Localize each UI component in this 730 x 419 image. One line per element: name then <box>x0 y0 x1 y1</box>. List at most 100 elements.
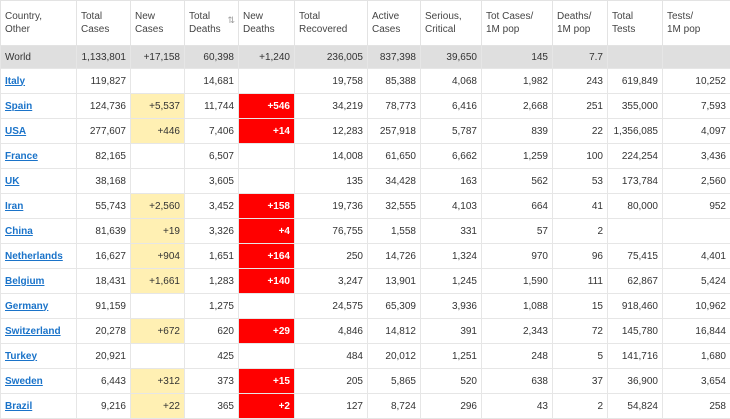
cell-country: Brazil <box>1 394 77 419</box>
cell-total-tests: 1,356,085 <box>608 119 663 144</box>
cell-country: Spain <box>1 94 77 119</box>
cell-tot-cases-1m-pop: 1,088 <box>482 294 553 319</box>
cell-serious-critical: 163 <box>421 169 482 194</box>
country-link[interactable]: Switzerland <box>5 326 61 337</box>
cell-deaths-1m-pop: 96 <box>553 244 608 269</box>
column-header-label: Critical <box>425 24 456 35</box>
cell-country: China <box>1 219 77 244</box>
cell-serious-critical: 1,251 <box>421 344 482 369</box>
cell-deaths-1m-pop: 37 <box>553 369 608 394</box>
cell-tests-1m-pop: 4,097 <box>663 119 730 144</box>
column-header-label: 1M pop <box>667 24 700 35</box>
cell-tot-cases-1m-pop: 839 <box>482 119 553 144</box>
country-link[interactable]: Sweden <box>5 376 43 387</box>
cell-serious-critical: 39,650 <box>421 46 482 69</box>
cell-new-deaths <box>239 169 295 194</box>
cell-total-deaths: 6,507 <box>185 144 239 169</box>
country-link[interactable]: Belgium <box>5 276 44 287</box>
cell-new-cases: +904 <box>131 244 185 269</box>
cell-total-recovered: 19,758 <box>295 69 368 94</box>
cell-total-tests: 54,824 <box>608 394 663 419</box>
cell-total-tests: 75,415 <box>608 244 663 269</box>
country-link[interactable]: Turkey <box>5 351 37 362</box>
cell-tests-1m-pop: 1,680 <box>663 344 730 369</box>
cell-new-deaths <box>239 144 295 169</box>
cell-tot-cases-1m-pop: 1,590 <box>482 269 553 294</box>
column-header-label: Deaths <box>189 24 221 35</box>
cell-deaths-1m-pop: 72 <box>553 319 608 344</box>
cell-country: Sweden <box>1 369 77 394</box>
country-link[interactable]: Netherlands <box>5 251 63 262</box>
cell-total-cases: 9,216 <box>77 394 131 419</box>
cell-tot-cases-1m-pop: 248 <box>482 344 553 369</box>
country-link[interactable]: Germany <box>5 301 48 312</box>
cell-active-cases: 14,812 <box>368 319 421 344</box>
cell-serious-critical: 331 <box>421 219 482 244</box>
country-link[interactable]: UK <box>5 176 19 187</box>
cell-active-cases: 34,428 <box>368 169 421 194</box>
cell-total-recovered: 14,008 <box>295 144 368 169</box>
cell-new-deaths <box>239 69 295 94</box>
column-header-serious-critical[interactable]: Serious,Critical <box>421 1 482 46</box>
cell-country: USA <box>1 119 77 144</box>
column-header-label: Other <box>5 24 30 35</box>
cell-deaths-1m-pop: 111 <box>553 269 608 294</box>
column-header-country[interactable]: Country, Other <box>1 1 77 46</box>
cell-total-recovered: 484 <box>295 344 368 369</box>
cell-total-tests: 80,000 <box>608 194 663 219</box>
cell-total-tests: 619,849 <box>608 69 663 94</box>
cell-total-deaths: 14,681 <box>185 69 239 94</box>
column-header-label: Tests <box>612 24 635 35</box>
country-link[interactable]: Italy <box>5 76 25 87</box>
cell-tot-cases-1m-pop: 145 <box>482 46 553 69</box>
cell-serious-critical: 520 <box>421 369 482 394</box>
cell-tests-1m-pop: 10,962 <box>663 294 730 319</box>
column-header-deaths-1m-pop[interactable]: Deaths/1M pop <box>553 1 608 46</box>
column-header-tests-1m-pop[interactable]: Tests/1M pop <box>663 1 730 46</box>
cell-new-cases: +446 <box>131 119 185 144</box>
cell-new-cases: +5,537 <box>131 94 185 119</box>
cell-active-cases: 78,773 <box>368 94 421 119</box>
column-header-label: Total <box>299 11 320 22</box>
cell-tests-1m-pop: 2,560 <box>663 169 730 194</box>
cell-serious-critical: 4,103 <box>421 194 482 219</box>
cell-total-cases: 81,639 <box>77 219 131 244</box>
column-header-tot-cases-1m-pop[interactable]: Tot Cases/1M pop <box>482 1 553 46</box>
country-link[interactable]: Iran <box>5 201 23 212</box>
cell-serious-critical: 391 <box>421 319 482 344</box>
cell-total-cases: 20,278 <box>77 319 131 344</box>
cell-total-cases: 124,736 <box>77 94 131 119</box>
cell-new-deaths: +1,240 <box>239 46 295 69</box>
cell-country: Italy <box>1 69 77 94</box>
cell-active-cases: 20,012 <box>368 344 421 369</box>
country-link[interactable]: France <box>5 151 38 162</box>
cell-active-cases: 61,650 <box>368 144 421 169</box>
country-link[interactable]: Spain <box>5 101 32 112</box>
sort-arrows-icon[interactable]: ⇅ <box>227 14 235 27</box>
cell-new-cases <box>131 69 185 94</box>
cell-total-deaths: 373 <box>185 369 239 394</box>
cell-tot-cases-1m-pop: 2,343 <box>482 319 553 344</box>
cell-tot-cases-1m-pop: 562 <box>482 169 553 194</box>
country-link[interactable]: USA <box>5 126 26 137</box>
cell-tests-1m-pop: 16,844 <box>663 319 730 344</box>
cell-deaths-1m-pop: 5 <box>553 344 608 369</box>
cell-new-deaths: +164 <box>239 244 295 269</box>
cell-tot-cases-1m-pop: 43 <box>482 394 553 419</box>
cell-deaths-1m-pop: 41 <box>553 194 608 219</box>
country-link[interactable]: China <box>5 226 33 237</box>
cell-total-cases: 1,133,801 <box>77 46 131 69</box>
column-header-label: Country, <box>5 11 42 22</box>
